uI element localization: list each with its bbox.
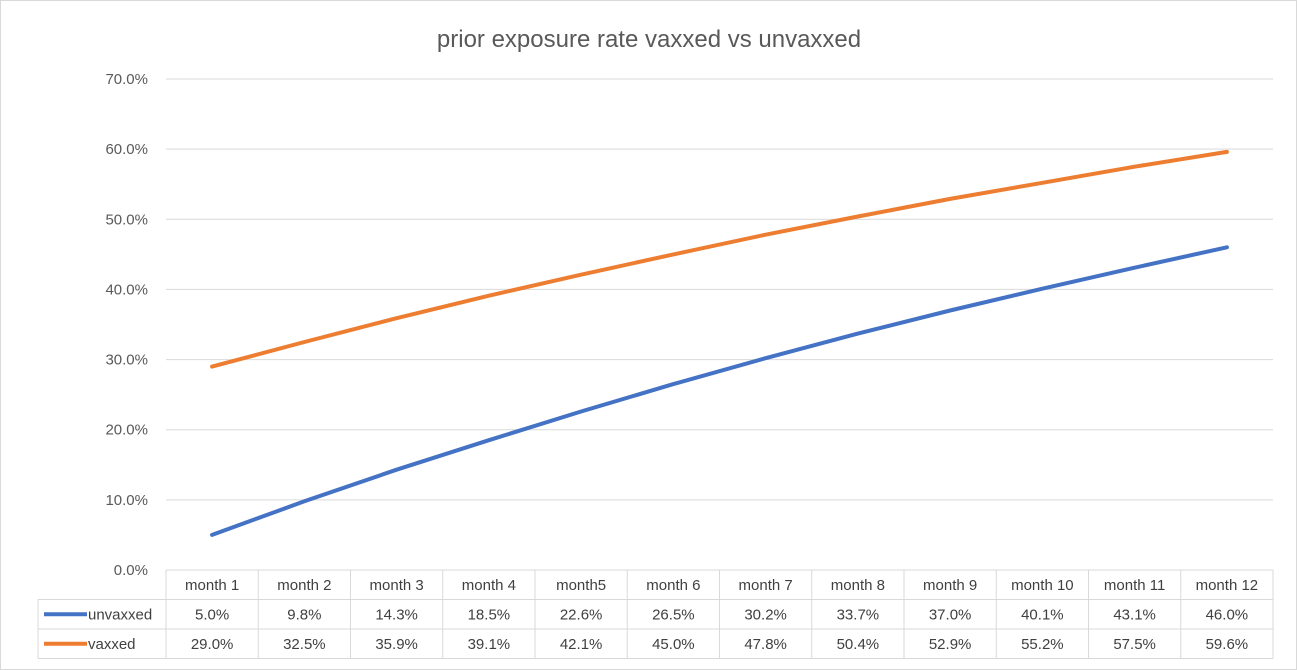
table-cell-vaxxed: 42.1%: [560, 636, 603, 653]
table-cell-unvaxxed: 43.1%: [1113, 607, 1156, 624]
x-category-label: month 7: [739, 577, 793, 594]
x-category-label: month 1: [185, 577, 239, 594]
series-line-vaxxed: [210, 149, 1229, 369]
y-tick-label: 0.0%: [114, 562, 148, 579]
y-tick-label: 40.0%: [105, 281, 148, 298]
table-cell-unvaxxed: 33.7%: [837, 607, 880, 624]
legend-label-vaxxed: vaxxed: [88, 636, 136, 653]
legend-label-unvaxxed: unvaxxed: [88, 607, 152, 624]
x-category-label: month 4: [462, 577, 516, 594]
y-axis-tick-labels: 0.0% 10.0% 20.0% 30.0% 40.0% 50.0% 60.0% 70.0%: [105, 71, 148, 579]
x-category-label: month 10: [1011, 577, 1074, 594]
x-category-label: month 9: [923, 577, 977, 594]
series-line-unvaxxed: [210, 245, 1229, 537]
gridlines: [166, 78, 1273, 501]
table-cell-vaxxed: 29.0%: [191, 636, 234, 653]
table-cell-vaxxed: 35.9%: [375, 636, 418, 653]
table-cell-unvaxxed: 26.5%: [652, 607, 695, 624]
y-tick-label: 60.0%: [105, 141, 148, 158]
x-category-label: month 8: [831, 577, 885, 594]
table-cell-unvaxxed: 37.0%: [929, 607, 972, 624]
x-category-label: month 11: [1104, 577, 1165, 594]
table-cell-vaxxed: 39.1%: [468, 636, 511, 653]
table-cell-vaxxed: 52.9%: [929, 636, 972, 653]
x-category-label: month 6: [646, 577, 700, 594]
table-cell-unvaxxed: 30.2%: [744, 607, 787, 624]
y-tick-label: 70.0%: [105, 71, 148, 88]
table-cell-unvaxxed: 40.1%: [1021, 607, 1064, 624]
table-cell-unvaxxed: 9.8%: [287, 607, 321, 624]
table-cell-unvaxxed: 5.0%: [195, 607, 229, 624]
table-cell-vaxxed: 45.0%: [652, 636, 695, 653]
table-cell-unvaxxed: 46.0%: [1206, 607, 1249, 624]
y-tick-label: 10.0%: [105, 492, 148, 509]
table-cell-vaxxed: 50.4%: [837, 636, 880, 653]
chart-title: prior exposure rate vaxxed vs unvaxxed: [437, 26, 861, 53]
x-category-label: month 3: [370, 577, 424, 594]
x-category-label: month5: [556, 577, 606, 594]
table-cell-unvaxxed: 22.6%: [560, 607, 603, 624]
table-cell-vaxxed: 55.2%: [1021, 636, 1064, 653]
y-tick-label: 50.0%: [105, 211, 148, 228]
x-category-label: month 12: [1196, 577, 1259, 594]
table-cell-unvaxxed: 14.3%: [375, 607, 418, 624]
table-cell-vaxxed: 32.5%: [283, 636, 326, 653]
data-table: month 1 month 2 month 3 month 4 month5 month …: [37, 569, 1274, 659]
table-cell-vaxxed: 57.5%: [1113, 636, 1156, 653]
table-cell-vaxxed: 59.6%: [1206, 636, 1249, 653]
table-cell-unvaxxed: 18.5%: [468, 607, 511, 624]
table-cell-vaxxed: 47.8%: [744, 636, 787, 653]
y-tick-label: 20.0%: [105, 422, 148, 439]
series-lines: [210, 149, 1229, 537]
y-tick-label: 30.0%: [105, 352, 148, 369]
x-category-label: month 2: [277, 577, 331, 594]
